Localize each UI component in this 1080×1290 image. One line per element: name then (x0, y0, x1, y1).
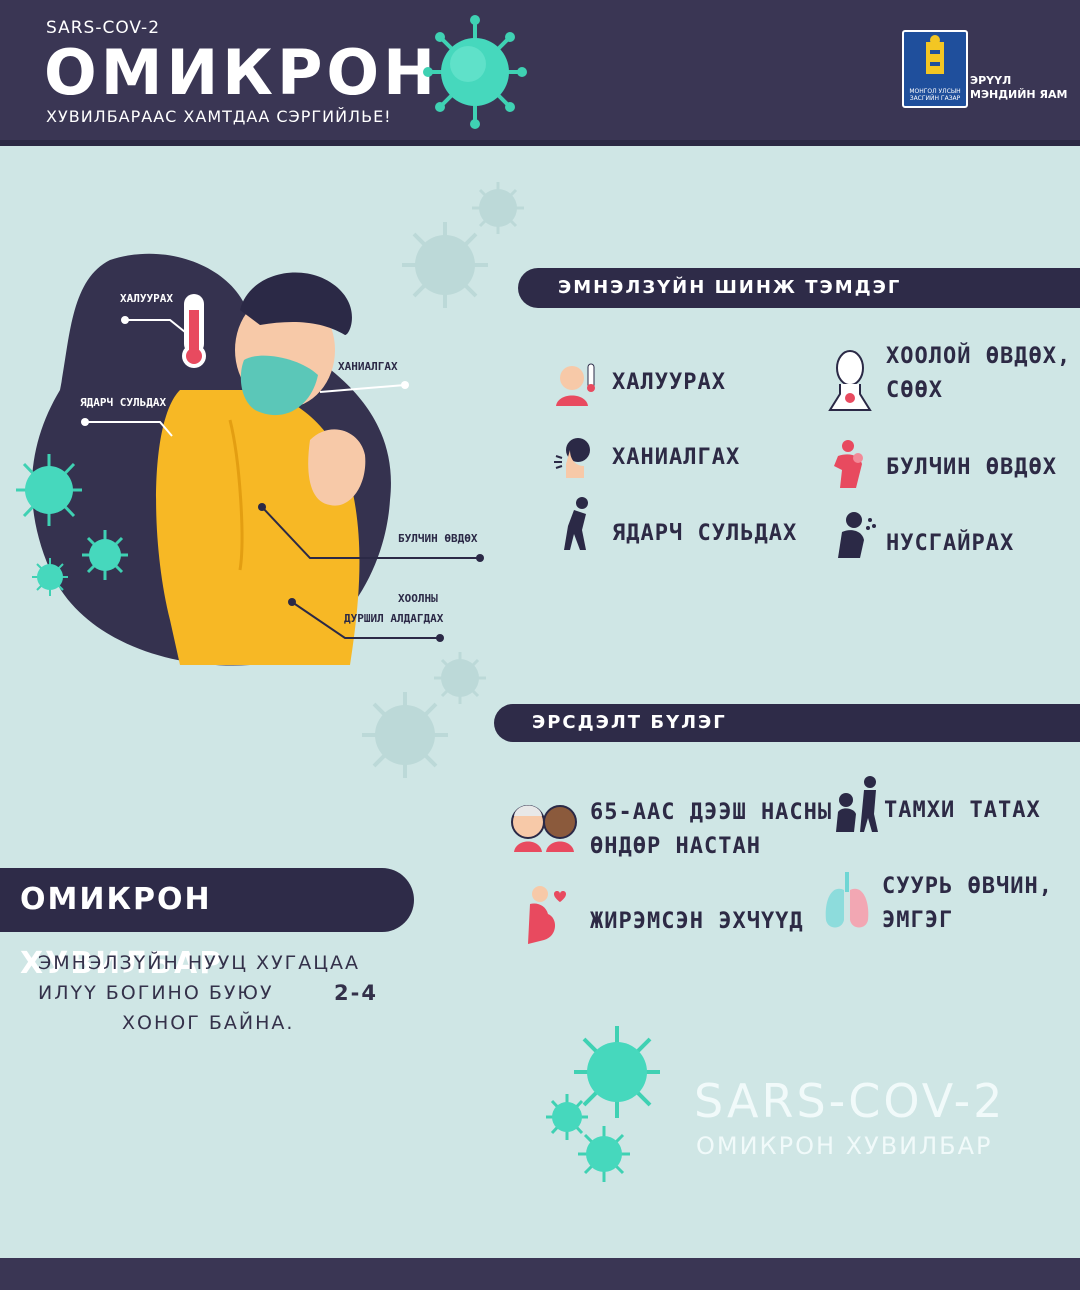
incubation-duration: 2-4 (334, 981, 378, 1005)
symptom-label: ХООЛОЙ ӨВДӨХ, (886, 344, 1072, 369)
risk-heading: ЭРСДЭЛТ БҮЛЭГ (494, 704, 1080, 742)
background-virus-icon (434, 652, 486, 704)
virus-icon (546, 1094, 588, 1140)
background-virus-icon (362, 692, 448, 778)
soyombo-emblem-icon (926, 35, 944, 74)
footer-subtitle: ОМИКРОН ХУВИЛБАР (696, 1132, 993, 1160)
background-virus-icon (472, 182, 524, 234)
risk-label: 65-ААС ДЭЭШ НАСНЫ (590, 800, 833, 825)
symptom-label: ЯДАРЧ СУЛЬДАХ (612, 521, 798, 546)
risk-label: ТАМХИ ТАТАХ (884, 798, 1041, 823)
logo-caption: МОНГОЛ УЛСЫН ЗАСГИЙН ГАЗАР (909, 88, 961, 102)
omicron-desc-line: ИЛҮҮ БОГИНО БУЮУ 2-4 (38, 978, 378, 1008)
header-banner: SARS-COV-2 ОМИКРОН ХУВИЛБАРААС ХАМТДАА С… (0, 0, 1080, 146)
omicron-desc-line: ЭМНЭЛЗҮЙН НУУЦ ХУГАЦАА (38, 952, 360, 974)
ministry-name: ЭРҮҮЛ МЭНДИЙН ЯАМ (970, 74, 1068, 101)
callout-cough: ХАНИАЛГАХ (338, 360, 398, 373)
symptom-label: ХАЛУУРАХ (612, 370, 726, 395)
virus-icon (578, 1126, 630, 1182)
pregnant-icon (528, 886, 566, 944)
header-title: ОМИКРОН (44, 36, 440, 109)
risk-label: СУУРЬ ӨВЧИН, (882, 874, 1053, 899)
symptom-label: ХАНИАЛГАХ (612, 445, 741, 470)
virus-icon (574, 1026, 660, 1118)
government-logo: МОНГОЛ УЛСЫН ЗАСГИЙН ГАЗАР (902, 30, 968, 108)
risk-label: ЖИРЭМСЭН ЭХЧҮҮД (590, 909, 804, 934)
sore-throat-icon (828, 350, 872, 411)
virus-icon (16, 454, 82, 526)
risk-label: ӨНДӨР НАСТАН (590, 834, 761, 859)
runny-nose-icon (838, 512, 876, 558)
omicron-heading: ОМИКРОН ХУВИЛБАР (0, 868, 414, 981)
callout-fever: ХАЛУУРАХ (120, 292, 173, 305)
symptom-label: БУЛЧИН ӨВДӨХ (886, 455, 1057, 480)
callout-appetite-2: ДУРШИЛ АЛДАГДАХ (344, 612, 444, 625)
virus-icon (423, 15, 527, 129)
omicron-description: ЭМНЭЛЗҮЙН НУУЦ ХУГАЦАА ИЛҮҮ БОГИНО БУЮУ … (38, 948, 378, 1038)
background-virus-icon (402, 222, 488, 308)
fever-icon (556, 363, 595, 406)
lungs-icon (825, 872, 869, 928)
header-tagline: ХУВИЛБАРААС ХАМТДАА СЭРГИЙЛЬЕ! (46, 107, 392, 126)
symptom-label: СӨӨХ (886, 378, 943, 403)
muscle-pain-icon (834, 440, 863, 488)
risk-label: ЭМГЭГ (882, 908, 954, 933)
omicron-desc-line: ХОНОГ БАЙНА. (122, 1012, 295, 1034)
virus-icon (82, 530, 128, 580)
bottom-bar (0, 1258, 1080, 1290)
header-subtitle: SARS-COV-2 (46, 18, 161, 38)
symptoms-heading: ЭМНЭЛЗҮЙН ШИНЖ ТЭМДЭГ (518, 268, 1080, 308)
callout-muscle: БУЛЧИН ӨВДӨХ (398, 532, 478, 545)
coughing-person-illustration (31, 253, 484, 666)
callout-fatigue: ЯДАРЧ СУЛЬДАХ (80, 396, 167, 409)
virus-icon (32, 558, 68, 596)
smoking-icon (836, 776, 878, 832)
callout-appetite-1: ХООЛНЫ (398, 592, 438, 605)
fatigue-icon (564, 497, 588, 550)
cough-icon (554, 438, 590, 478)
footer-title: SARS-COV-2 (694, 1074, 1006, 1128)
symptom-label: НУСГАЙРАХ (886, 531, 1015, 556)
elderly-icon (511, 805, 577, 852)
